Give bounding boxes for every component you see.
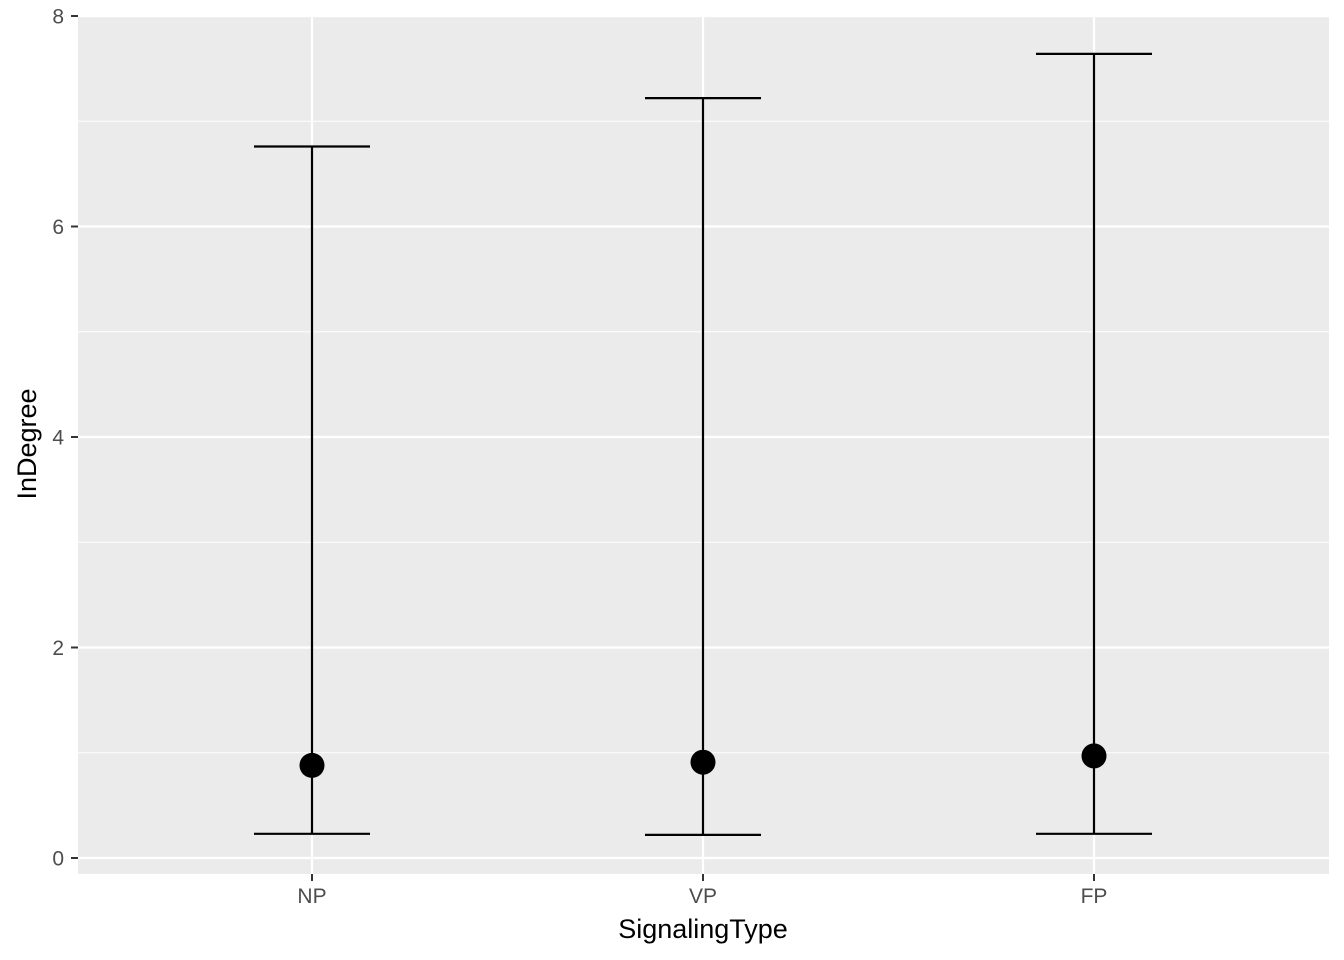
y-axis-title: InDegree [12,388,42,499]
x-axis-title: SignalingType [618,914,788,944]
data-point [1081,743,1107,769]
x-tick-label: NP [297,885,326,908]
x-tick-label: FP [1081,885,1108,908]
y-axis: 0 2 4 6 8 [52,6,78,871]
y-tick-label: 2 [52,637,64,660]
y-tick-label: 0 [52,848,64,871]
y-tick-label: 8 [52,6,64,29]
data-point [299,752,325,778]
y-tick-label: 6 [52,216,64,239]
y-tick-label: 4 [52,427,64,450]
x-axis: NP VP FP [297,874,1107,908]
data-point [690,749,716,775]
data-marks [254,52,1152,836]
x-tick-label: VP [689,885,717,908]
